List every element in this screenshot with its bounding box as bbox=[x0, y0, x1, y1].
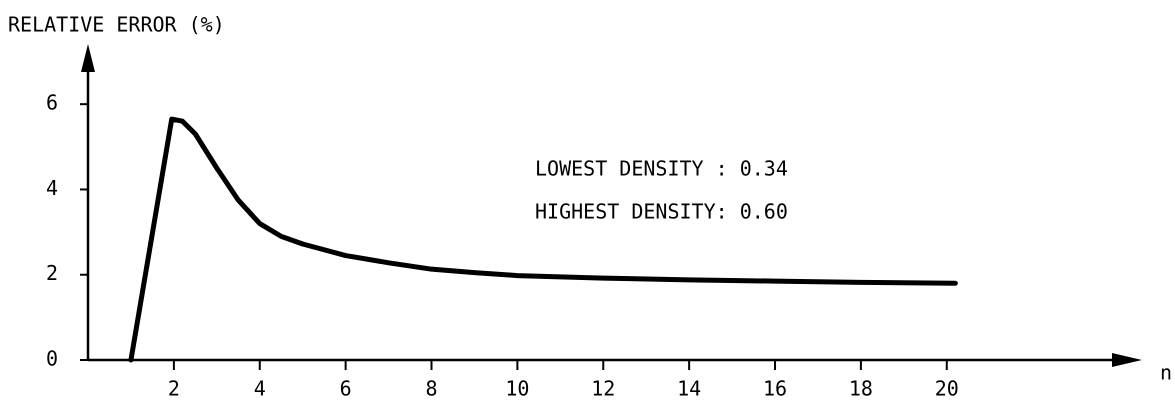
annotation: LOWEST DENSITY : 0.34 bbox=[535, 157, 788, 181]
x-tick-label: 12 bbox=[591, 377, 615, 401]
y-tick-label: 0 bbox=[46, 347, 58, 371]
x-tick-label: 20 bbox=[935, 377, 959, 401]
y-tick-label: 6 bbox=[46, 91, 58, 115]
x-axis-arrow bbox=[1112, 353, 1142, 367]
x-tick-label: 18 bbox=[849, 377, 873, 401]
y-tick-label: 2 bbox=[46, 261, 58, 285]
x-tick-label: 16 bbox=[763, 377, 787, 401]
x-axis-label: n bbox=[1160, 361, 1172, 385]
x-tick-label: 6 bbox=[340, 377, 352, 401]
data-line bbox=[128, 116, 958, 363]
x-tick-label: 2 bbox=[168, 377, 180, 401]
x-tick-label: 8 bbox=[425, 377, 437, 401]
y-tick-label: 4 bbox=[46, 176, 58, 200]
annotation: HIGHEST DENSITY: 0.60 bbox=[535, 200, 788, 224]
x-tick-label: 10 bbox=[505, 377, 529, 401]
x-tick-label: 4 bbox=[254, 377, 266, 401]
y-axis-arrow bbox=[81, 44, 95, 72]
x-tick-label: 14 bbox=[677, 377, 701, 401]
y-axis-label: RELATIVE ERROR (%) bbox=[8, 13, 225, 37]
